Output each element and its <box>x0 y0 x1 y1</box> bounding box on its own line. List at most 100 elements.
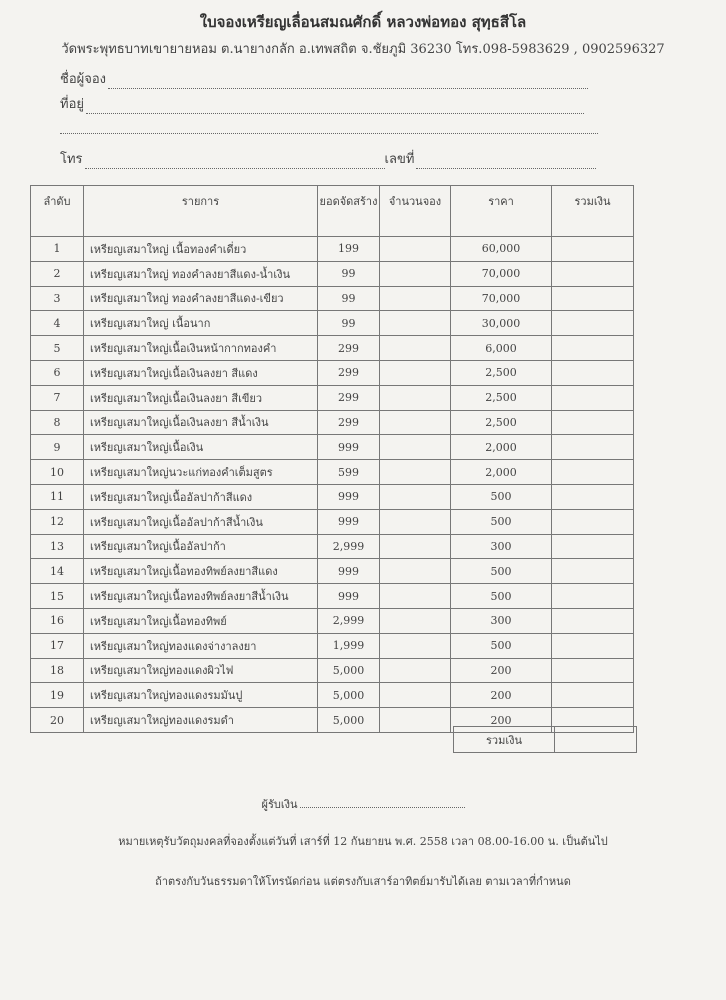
address-field-2[interactable] <box>60 121 598 134</box>
row-qty[interactable] <box>379 310 451 337</box>
row-total[interactable] <box>551 434 634 461</box>
total-value[interactable] <box>554 726 637 753</box>
row-price: 2,500 <box>450 384 552 411</box>
table-row: 9 เหรียญเสมาใหญ่เนื้อเงิน 999 2,000 <box>30 434 634 461</box>
table-row: 17 เหรียญเสมาใหญ่ทองแดงจ่างาลงยา 1,999 500 <box>30 632 634 659</box>
row-seq: 8 <box>30 409 84 436</box>
row-seq: 18 <box>30 657 84 684</box>
row-total[interactable] <box>551 459 634 485</box>
row-qty[interactable] <box>379 483 451 510</box>
row-total[interactable] <box>551 384 634 411</box>
row-total[interactable] <box>551 583 634 609</box>
name-label: ชื่อผู้จอง <box>60 72 107 87</box>
table-row: 12 เหรียญเสมาใหญ่เนื้ออัลปาก้าสีน้ำเงิน 99… <box>30 508 634 535</box>
row-price: 500 <box>450 583 552 609</box>
number-line <box>416 156 597 169</box>
row-qty[interactable] <box>379 607 451 634</box>
row-qty[interactable] <box>379 359 451 386</box>
row-built: 999 <box>317 508 380 535</box>
table-row: 18 เหรียญเสมาใหญ่ทองแดงผิวไฟ 5,000 200 <box>30 657 634 684</box>
row-qty[interactable] <box>379 657 451 684</box>
row-qty[interactable] <box>379 285 451 312</box>
name-line <box>108 76 589 89</box>
row-item: เหรียญเสมาใหญ่เนื้อเงินลงยา สีเขียว <box>83 384 318 411</box>
row-qty[interactable] <box>379 533 451 560</box>
row-qty[interactable] <box>379 335 451 361</box>
row-built: 5,000 <box>317 682 380 709</box>
row-qty[interactable] <box>379 236 451 262</box>
row-price: 500 <box>450 508 552 535</box>
table-row: 6 เหรียญเสมาใหญ่เนื้อเงินลงยา สีแดง 299 2,5… <box>30 359 634 386</box>
header-price: ราคา <box>450 185 552 237</box>
row-qty[interactable] <box>379 459 451 485</box>
row-item: เหรียญเสมาใหญ่ทองแดงจ่างาลงยา <box>83 632 318 659</box>
table-row: 5 เหรียญเสมาใหญ่เนื้อเงินหน้ากากทองคำ 299 6… <box>30 335 634 361</box>
row-total[interactable] <box>551 533 634 560</box>
number-label: เลขที่ <box>384 152 415 167</box>
row-price: 2,500 <box>450 409 552 436</box>
table-row: 16 เหรียญเสมาใหญ่เนื้อทองทิพย์ 2,999 300 <box>30 607 634 634</box>
header-qty: จำนวนจอง <box>379 185 451 237</box>
row-item: เหรียญเสมาใหญ่ทองแดงผิวไฟ <box>83 657 318 684</box>
row-built: 599 <box>317 459 380 485</box>
row-total[interactable] <box>551 409 634 436</box>
row-qty[interactable] <box>379 632 451 659</box>
row-seq: 14 <box>30 558 84 585</box>
row-total[interactable] <box>551 657 634 684</box>
row-item: เหรียญเสมาใหญ่เนื้อเงินลงยา สีแดง <box>83 359 318 386</box>
receiver-line <box>299 795 465 808</box>
row-item: เหรียญเสมาใหญ่เนื้ออัลปาก้าสีแดง <box>83 483 318 510</box>
row-built: 299 <box>317 335 380 361</box>
row-qty[interactable] <box>379 583 451 609</box>
row-price: 500 <box>450 483 552 510</box>
row-total[interactable] <box>551 508 634 535</box>
table-header-row: ลำดับ รายการ ยอดจัดสร้าง จำนวนจอง ราคา ร… <box>30 185 634 237</box>
row-qty[interactable] <box>379 508 451 535</box>
row-total[interactable] <box>551 285 634 312</box>
row-total[interactable] <box>551 483 634 510</box>
row-seq: 20 <box>30 707 84 733</box>
phone-label: โทร <box>60 152 83 167</box>
row-total[interactable] <box>551 607 634 634</box>
header-built: ยอดจัดสร้าง <box>317 185 380 237</box>
row-item: เหรียญเสมาใหญ่เนื้อเงินลงยา สีน้ำเงิน <box>83 409 318 436</box>
order-table: ลำดับ รายการ ยอดจัดสร้าง จำนวนจอง ราคา ร… <box>30 185 634 733</box>
row-built: 2,999 <box>317 607 380 634</box>
row-total[interactable] <box>551 335 634 361</box>
row-seq: 10 <box>30 459 84 485</box>
total-label: รวมเงิน <box>453 726 555 753</box>
table-row: 8 เหรียญเสมาใหญ่เนื้อเงินลงยา สีน้ำเงิน 29… <box>30 409 634 436</box>
row-qty[interactable] <box>379 558 451 585</box>
row-qty[interactable] <box>379 409 451 436</box>
phone-field[interactable]: โทร เลขที่ <box>60 148 597 169</box>
row-seq: 12 <box>30 508 84 535</box>
row-price: 70,000 <box>450 285 552 312</box>
table-row: 10 เหรียญเสมาใหญ่นวะแก่ทองคำเต็มสูตร 599 2,… <box>30 459 634 485</box>
row-total[interactable] <box>551 310 634 337</box>
name-field[interactable]: ชื่อผู้จอง <box>60 68 589 89</box>
row-built: 1,999 <box>317 632 380 659</box>
row-total[interactable] <box>551 682 634 709</box>
row-item: เหรียญเสมาใหญ่ ทองคำลงยาสีแดง-เขียว <box>83 285 318 312</box>
row-total[interactable] <box>551 260 634 287</box>
address-field[interactable]: ที่อยู่ <box>60 93 584 114</box>
temple-address: วัดพระพุทธบาทเขายายหอม ต.นายางกลัก อ.เทพ… <box>61 42 665 57</box>
table-row: 1 เหรียญเสมาใหญ่ เนื้อทองคำเดี่ยว 199 60,00… <box>30 236 634 262</box>
row-qty[interactable] <box>379 260 451 287</box>
row-built: 299 <box>317 409 380 436</box>
row-qty[interactable] <box>379 384 451 411</box>
row-item: เหรียญเสมาใหญ่เนื้อทองทิพย์ <box>83 607 318 634</box>
row-seq: 9 <box>30 434 84 461</box>
row-item: เหรียญเสมาใหญ่ทองแดงรมดำ <box>83 707 318 733</box>
row-total[interactable] <box>551 359 634 386</box>
row-total[interactable] <box>551 236 634 262</box>
row-price: 6,000 <box>450 335 552 361</box>
table-row: 15 เหรียญเสมาใหญ่เนื้อทองทิพย์ลงยาสีน้ำเง… <box>30 583 634 609</box>
row-price: 300 <box>450 533 552 560</box>
row-qty[interactable] <box>379 434 451 461</box>
row-total[interactable] <box>551 632 634 659</box>
page-title: ใบจองเหรียญเลื่อนสมณศักดิ์ หลวงพ่อทอง สุ… <box>199 13 527 31</box>
row-qty[interactable] <box>379 682 451 709</box>
row-qty[interactable] <box>379 707 451 733</box>
row-total[interactable] <box>551 558 634 585</box>
